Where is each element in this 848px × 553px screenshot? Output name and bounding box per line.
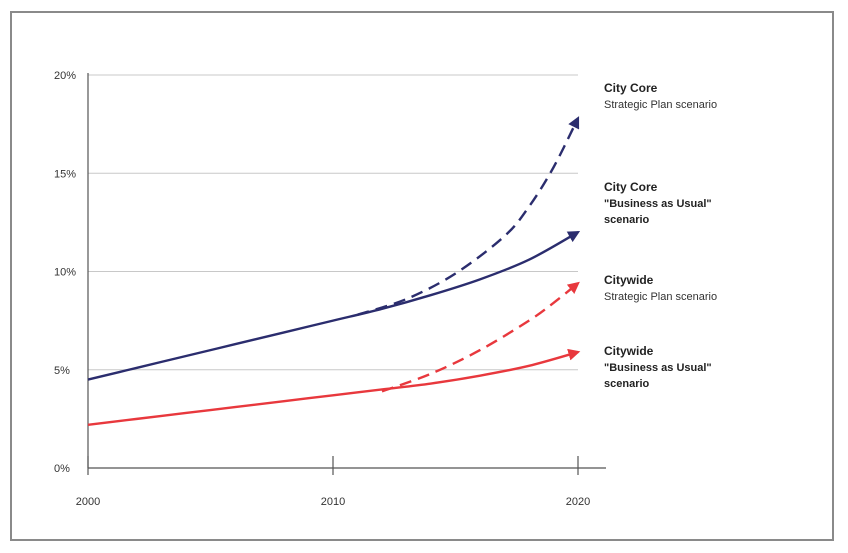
y-tick-label: 20% <box>54 70 76 82</box>
series-line-city-strategic <box>381 281 580 393</box>
series-label-line: "Business as Usual" <box>604 362 712 374</box>
series-label-core-strategic: City Core Strategic Plan scenario <box>604 81 717 111</box>
y-tick-label: 0% <box>54 463 70 475</box>
series-label-core-bau: City Core "Business as Usual" scenario <box>604 180 712 226</box>
series-label-title: Citywide <box>604 344 654 358</box>
y-tick-label: 15% <box>54 168 76 180</box>
series-label-line: scenario <box>604 214 650 226</box>
series-label-city-bau: Citywide "Business as Usual" scenario <box>604 344 712 390</box>
series-line-core-bau <box>87 231 581 381</box>
series-line-core-strategic <box>357 116 580 316</box>
x-tick-label: 2000 <box>76 496 100 508</box>
series-label-title: Citywide <box>604 273 654 287</box>
y-tick-label: 10% <box>54 267 76 279</box>
series-label-line: scenario <box>604 378 650 390</box>
series-label-line: Strategic Plan scenario <box>604 99 717 111</box>
chart-frame <box>10 11 834 541</box>
x-tick-label: 2010 <box>321 496 345 508</box>
series-label-title: City Core <box>604 81 658 95</box>
series-line-city-bau <box>87 348 581 426</box>
series-label-title: City Core <box>604 180 658 194</box>
x-tick-label: 2020 <box>566 496 590 508</box>
series-label-line: Strategic Plan scenario <box>604 291 717 303</box>
series-label-line: "Business as Usual" <box>604 198 712 210</box>
y-tick-label: 5% <box>54 365 70 377</box>
series-label-city-strategic: Citywide Strategic Plan scenario <box>604 273 717 303</box>
